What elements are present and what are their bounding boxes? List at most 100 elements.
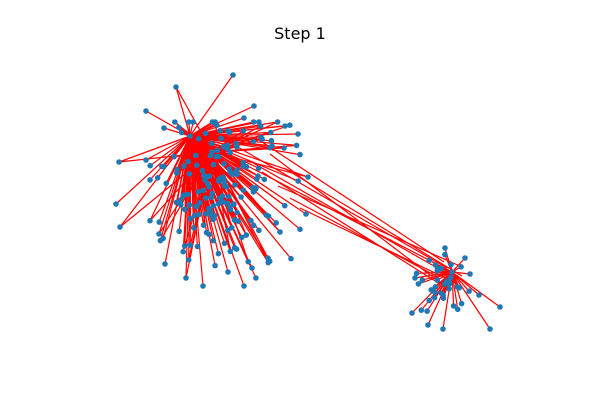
graph-node <box>217 127 223 134</box>
bridge-edge <box>283 167 463 277</box>
graph-node <box>202 195 209 201</box>
graph-node <box>185 158 191 165</box>
graph-node <box>199 167 206 174</box>
graph-node <box>227 206 234 213</box>
graph-node <box>147 217 153 224</box>
graph-node <box>233 140 239 147</box>
node-layer <box>113 72 503 332</box>
graph-node <box>202 130 209 137</box>
graph-node <box>425 322 431 328</box>
graph-node <box>442 245 448 251</box>
edge <box>189 135 210 235</box>
edge <box>115 135 191 205</box>
graph-node <box>487 326 493 332</box>
graph-node <box>163 180 169 187</box>
bridge-edge <box>289 197 437 277</box>
edge <box>189 135 263 140</box>
edge <box>189 135 229 273</box>
graph-node <box>476 292 482 298</box>
graph-node <box>156 219 162 225</box>
figure-title: Step 1 <box>274 24 326 43</box>
graph-node <box>303 211 309 217</box>
graph-node <box>221 180 227 187</box>
graph-node <box>265 213 272 219</box>
graph-node <box>219 193 226 199</box>
graph-node <box>234 171 240 178</box>
graph-node <box>190 225 197 231</box>
edge <box>189 135 245 287</box>
graph-node <box>248 217 254 224</box>
graph-node <box>191 212 198 219</box>
graph-node <box>432 289 438 296</box>
graph-node <box>256 119 262 125</box>
graph-node <box>208 194 215 201</box>
graph-node <box>218 135 224 142</box>
graph-node <box>183 275 189 281</box>
graph-node <box>413 270 420 277</box>
graph-node <box>497 304 503 310</box>
graph-node <box>113 201 119 207</box>
graph-node <box>181 192 187 198</box>
graph-node <box>426 257 433 264</box>
graph-node <box>205 205 212 212</box>
graph-node <box>230 72 236 78</box>
graph-node <box>211 212 218 219</box>
graph-node <box>225 269 231 275</box>
graph-node <box>173 84 179 90</box>
graph-node <box>156 231 162 237</box>
edge <box>149 135 191 167</box>
graph-node <box>207 152 214 159</box>
graph-node <box>208 140 215 147</box>
graph-node <box>187 215 194 222</box>
graph-node <box>287 122 293 128</box>
graph-node <box>466 288 472 295</box>
graph-node <box>251 103 257 109</box>
graph-node <box>160 235 166 242</box>
graph-node <box>245 258 251 265</box>
graph-node <box>232 182 238 188</box>
graph-node <box>240 159 247 166</box>
graph-node <box>181 243 188 249</box>
graph-node <box>224 200 231 207</box>
graph-node <box>255 173 261 179</box>
graph-node <box>221 240 228 247</box>
graph-node <box>409 310 415 316</box>
edge <box>163 127 191 137</box>
graph-node <box>214 147 221 154</box>
graph-node <box>458 300 465 307</box>
graph-node <box>250 138 257 145</box>
graph-node <box>268 137 275 144</box>
graph-node <box>440 326 446 332</box>
graph-node <box>178 129 185 136</box>
edge <box>158 135 191 235</box>
graph-node <box>210 202 217 209</box>
edge <box>149 135 191 221</box>
graph-node <box>269 143 275 149</box>
graph-node <box>234 167 240 173</box>
graph-node <box>255 165 262 171</box>
graph-node <box>190 119 196 125</box>
graph-node <box>172 119 178 125</box>
bridge-edge <box>255 137 445 263</box>
graph-node <box>215 200 222 207</box>
graph-node <box>215 250 222 257</box>
hub-node <box>187 133 193 139</box>
bridge-edge <box>189 135 453 273</box>
edge <box>451 271 480 296</box>
edge <box>189 135 273 147</box>
graph-node <box>200 222 207 228</box>
graph-node <box>186 119 192 125</box>
graph-node <box>305 174 311 180</box>
graph-node <box>224 145 230 152</box>
graph-node <box>176 124 182 131</box>
graph-node <box>221 161 227 167</box>
graph-node <box>424 308 430 314</box>
graph-node <box>210 237 217 244</box>
edge <box>145 135 191 161</box>
graph-node <box>265 255 271 261</box>
edge <box>211 151 286 207</box>
bridge-edge <box>269 153 451 291</box>
graph-node <box>419 277 426 283</box>
